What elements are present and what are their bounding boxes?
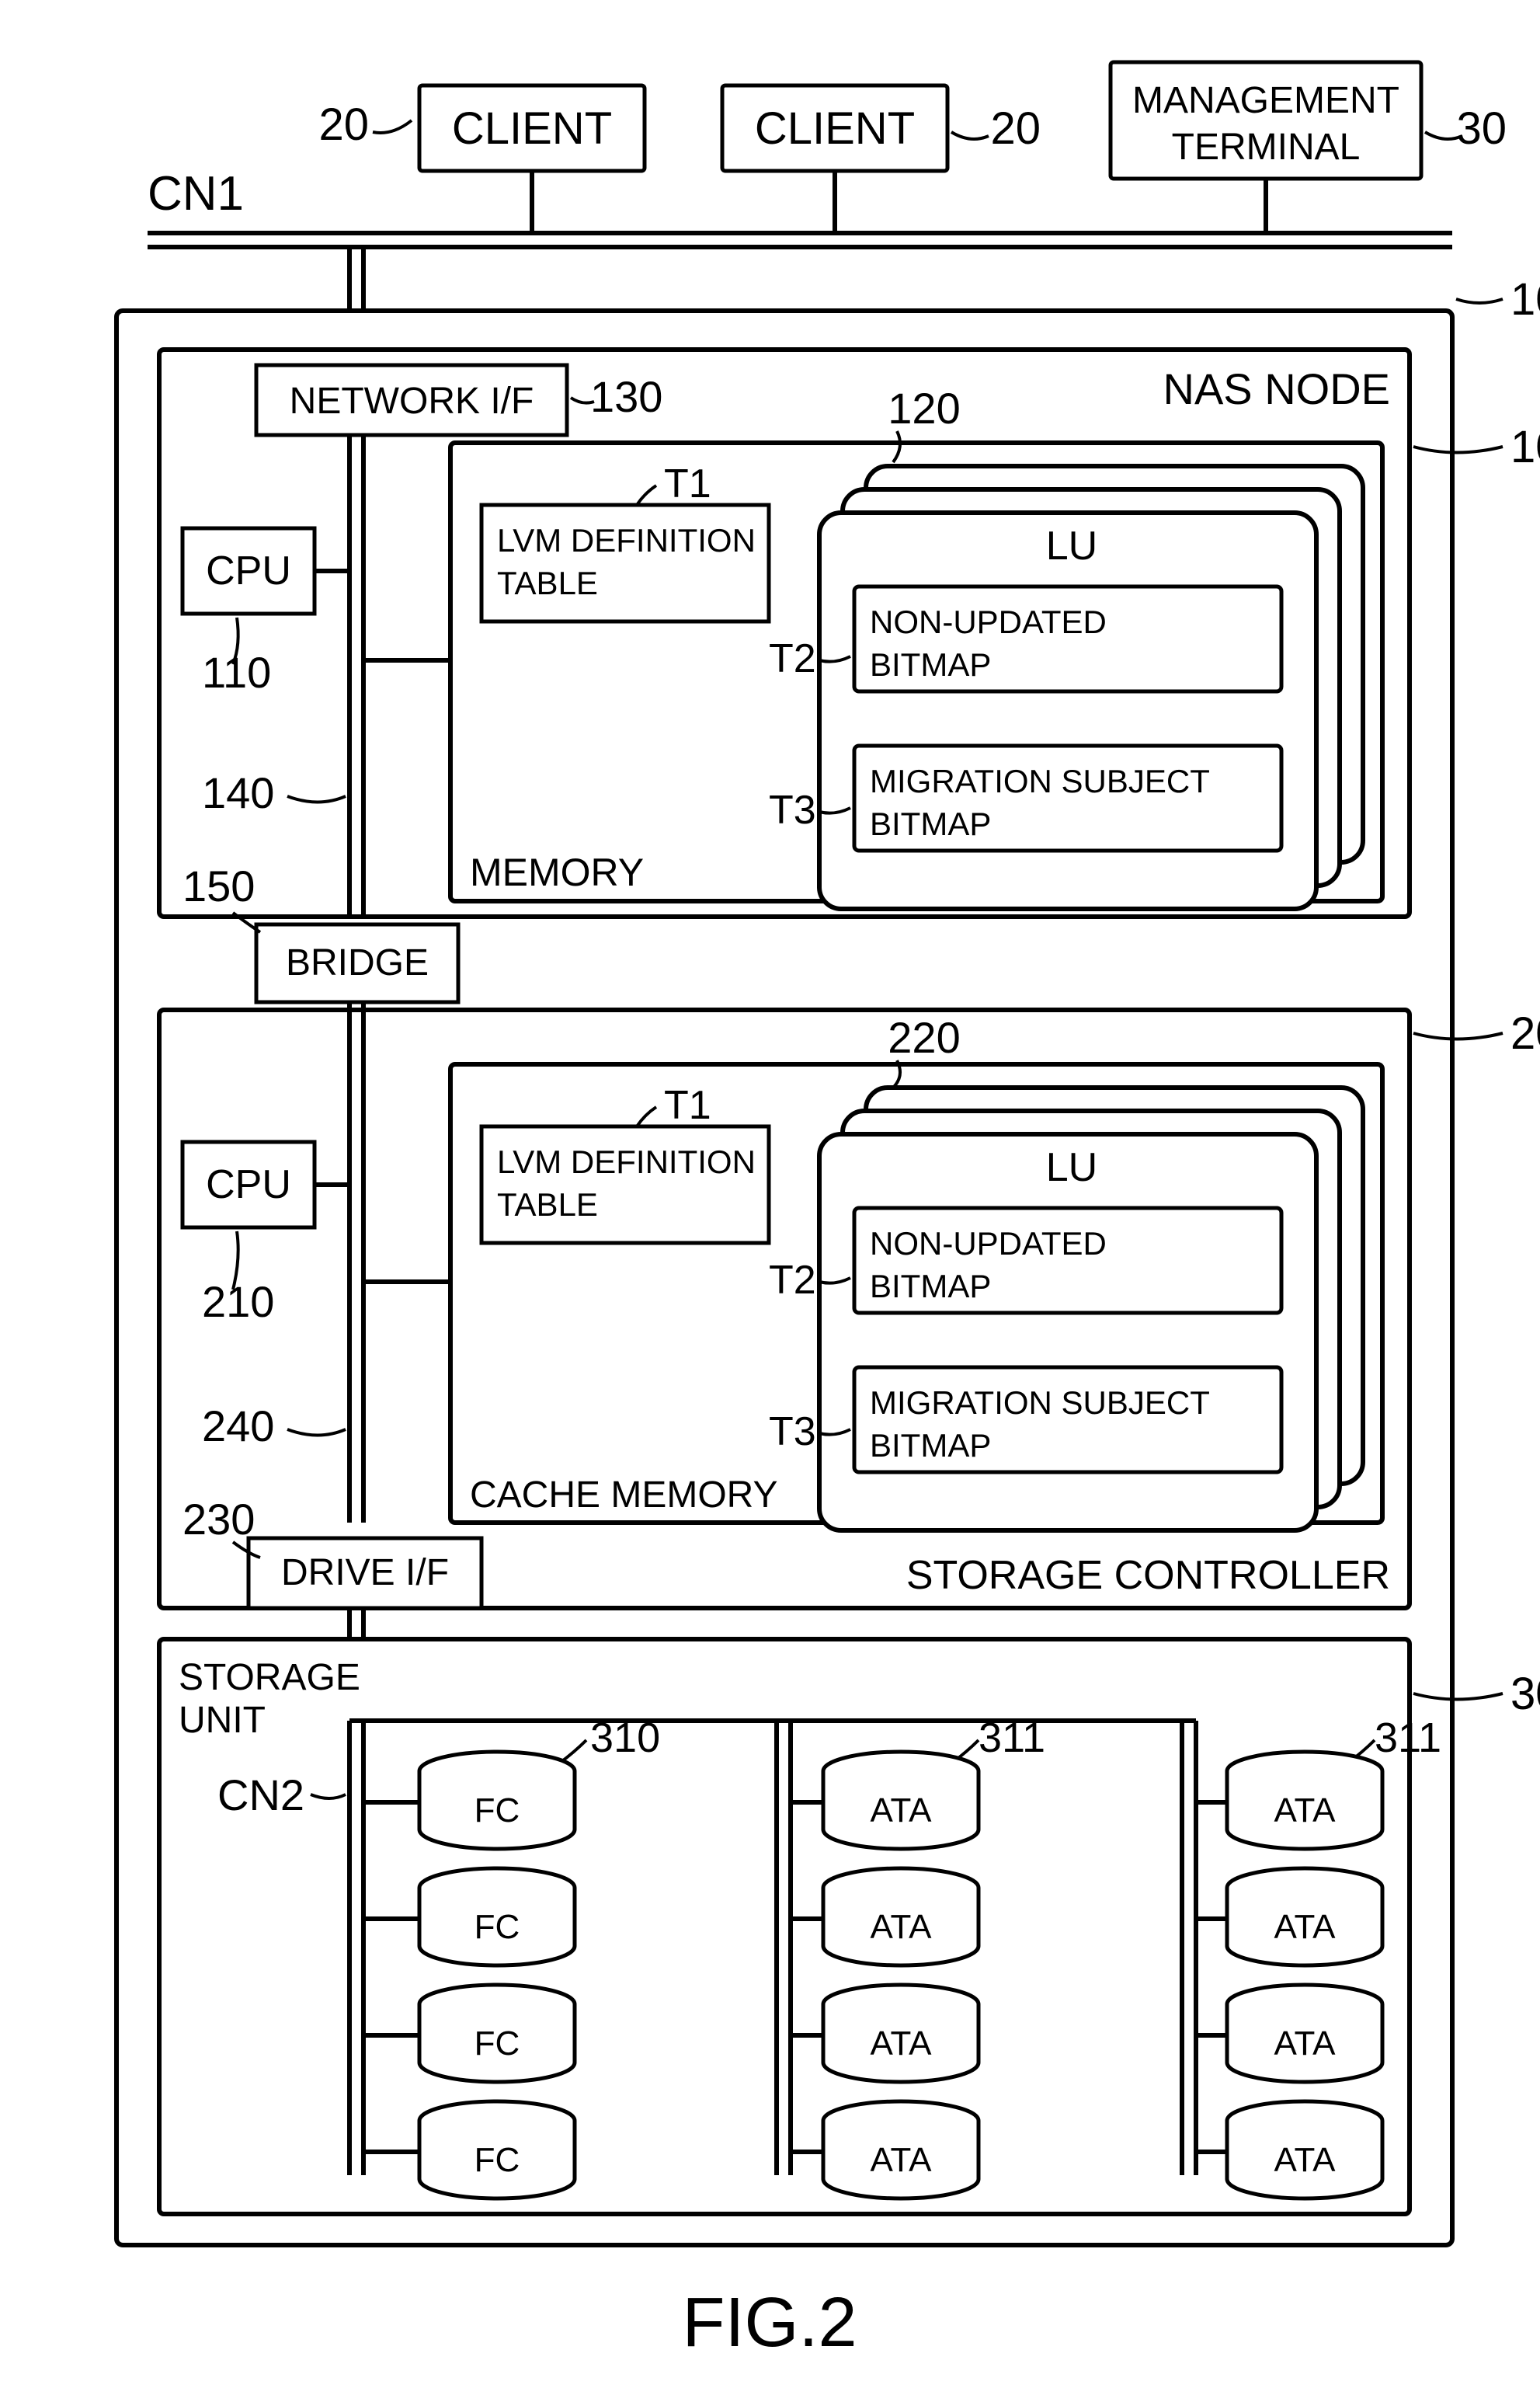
sc-t1-tag: T1 [664,1083,711,1128]
svg-text:ATA: ATA [1274,1908,1336,1946]
client2-label: CLIENT [755,103,915,154]
mgmt-label-1: MANAGEMENT [1132,80,1399,121]
client1-ref: 20 [318,99,369,150]
su-title-1: STORAGE [179,1657,360,1698]
cn1-label: CN1 [148,167,244,221]
nas-t2-tag: T2 [769,636,816,681]
sc-t1-l1: LVM DEFINITION [497,1144,756,1180]
svg-text:FC: FC [475,1908,520,1946]
sc-t3-tag: T3 [769,1409,816,1454]
nas-t3-tag: T3 [769,788,816,833]
bridge-label: BRIDGE [286,942,429,983]
nas-t1-l2: TABLE [497,565,598,601]
sc-t2-l2: BITMAP [870,1268,991,1304]
cn2-label: CN2 [217,1770,304,1819]
netif-ref: 130 [590,372,662,421]
su-ref: 300 [1510,1669,1540,1719]
mem-ref: 120 [888,384,960,433]
svg-text:ATA: ATA [870,2024,932,2063]
nas-t3-l1: MIGRATION SUBJECT [870,763,1210,799]
drive-ref: 230 [183,1495,255,1544]
nas-t1-tag: T1 [664,461,711,507]
figure-label: FIG.2 [682,2284,857,2362]
client1-label: CLIENT [452,103,612,154]
sc-t2-l1: NON-UPDATED [870,1225,1107,1262]
sc-mem-ref: 220 [888,1013,960,1062]
nas-t2-l1: NON-UPDATED [870,604,1107,640]
sc-cpu-label: CPU [206,1162,291,1207]
sc-ref: 200 [1510,1008,1540,1059]
svg-text:FC: FC [475,2024,520,2063]
drive-label: DRIVE I/F [281,1552,449,1593]
nas-t2-l2: BITMAP [870,646,991,683]
nas-title: NAS NODE [1163,364,1391,413]
svg-text:FC: FC [475,1791,520,1829]
sc-bus-ref: 240 [202,1401,274,1450]
col1-ref: 310 [590,1714,660,1761]
sc-t1-l2: TABLE [497,1186,598,1223]
sc-mem-label: CACHE MEMORY [470,1474,778,1516]
col2-ref: 311 [979,1714,1045,1761]
nas-lu-label: LU [1046,524,1097,569]
svg-text:ATA: ATA [1274,1791,1336,1829]
col3-ref: 311 [1375,1714,1441,1761]
svg-text:ATA: ATA [870,2141,932,2179]
mgmt-ref: 30 [1456,103,1507,154]
nas-ref: 100 [1510,422,1540,472]
sc-t3-l1: MIGRATION SUBJECT [870,1384,1210,1421]
outer-ref: 10 [1510,274,1540,325]
nas-t1-l1: LVM DEFINITION [497,522,756,559]
sc-t3-l2: BITMAP [870,1427,991,1464]
nas-t3-l2: BITMAP [870,806,991,842]
svg-text:FC: FC [475,2141,520,2179]
netif-label: NETWORK I/F [290,381,534,422]
sc-t2-tag: T2 [769,1258,816,1303]
svg-text:ATA: ATA [870,1791,932,1829]
mem-label: MEMORY [470,851,644,894]
sc-lu-label: LU [1046,1145,1097,1190]
client2-ref: 20 [990,103,1041,154]
svg-text:ATA: ATA [870,1908,932,1946]
nas-bus-ref: 140 [202,768,274,817]
sc-title: STORAGE CONTROLLER [906,1553,1390,1598]
su-title-2: UNIT [179,1700,266,1741]
svg-text:ATA: ATA [1274,2141,1336,2179]
bridge-ref: 150 [183,862,255,910]
sc-cpu-ref: 210 [202,1277,274,1326]
svg-text:ATA: ATA [1274,2024,1336,2063]
nas-cpu-label: CPU [206,548,291,594]
mgmt-label-2: TERMINAL [1172,127,1361,168]
